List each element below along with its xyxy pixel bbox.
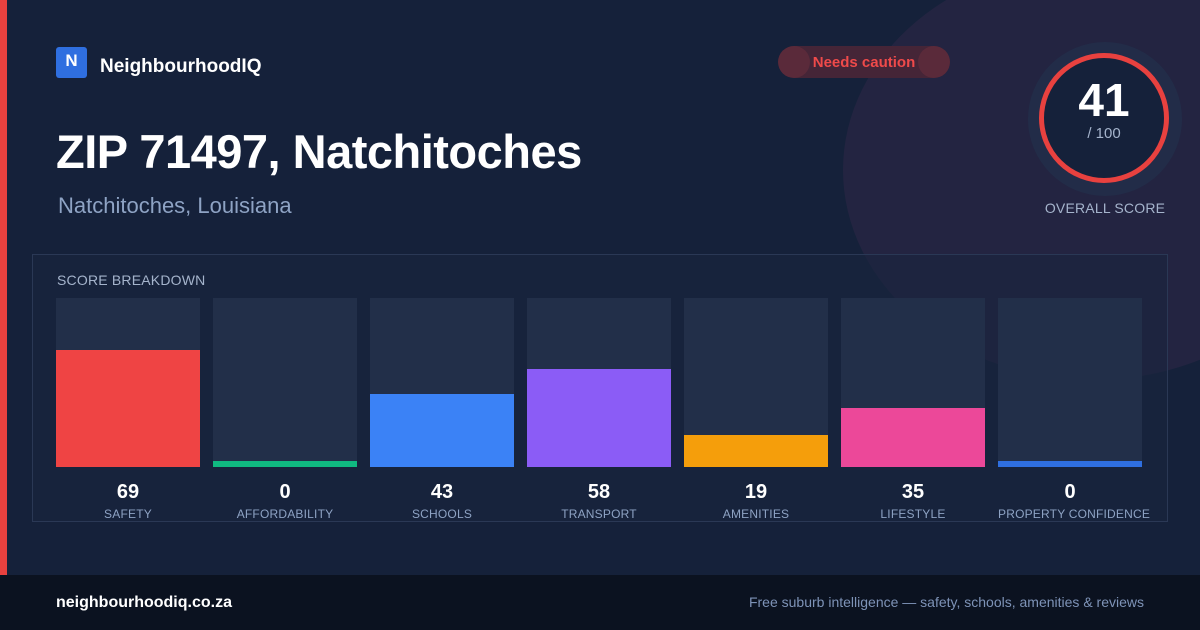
overall-score-max: / 100 bbox=[1087, 125, 1121, 142]
status-badge: Needs caution bbox=[778, 46, 950, 78]
score-bar-fill bbox=[527, 369, 671, 467]
score-bar-affordability: 0 AFFORDABILITY bbox=[213, 298, 357, 521]
score-bar-value: 0 bbox=[279, 481, 291, 503]
footer-tagline: Free suburb intelligence — safety, schoo… bbox=[748, 594, 1144, 610]
overall-score-label: OVERALL SCORE bbox=[1044, 200, 1166, 216]
score-bar-fill bbox=[370, 394, 514, 467]
score-bar-value: 58 bbox=[587, 481, 611, 503]
status-badge-label: Needs caution bbox=[812, 53, 916, 71]
score-bar-track bbox=[527, 298, 671, 467]
score-breakdown-panel: SCORE BREAKDOWN 69 SAFETY 0 AFFORDABILITY 43… bbox=[32, 254, 1168, 522]
score-bar-schools: 43 SCHOOLS bbox=[370, 298, 514, 521]
footer: neighbourhoodiq.co.za Free suburb intell… bbox=[0, 575, 1200, 630]
brand[interactable]: N NeighbourhoodIQ bbox=[56, 46, 261, 78]
score-bar-fill bbox=[213, 461, 357, 467]
score-bar-safety: 69 SAFETY bbox=[56, 298, 200, 521]
score-bar-value: 0 bbox=[1064, 481, 1076, 503]
score-bar-label: AFFORDABILITY bbox=[236, 507, 334, 521]
page-title: ZIP 71497, Natchitoches bbox=[56, 125, 582, 178]
score-bar-label: AMENITIES bbox=[722, 507, 790, 521]
score-bar-label: LIFESTYLE bbox=[880, 507, 946, 521]
score-bar-value: 19 bbox=[744, 481, 768, 503]
brand-name: NeighbourhoodIQ bbox=[100, 56, 262, 77]
page-subtitle: Natchitoches, Louisiana bbox=[58, 193, 292, 218]
overall-score-value: 41 bbox=[1078, 74, 1130, 126]
score-bar-label: PROPERTY CONFIDENCE bbox=[998, 507, 1151, 521]
overall-score-circle: 41 / 100 bbox=[1039, 53, 1169, 183]
score-bar-label: SCHOOLS bbox=[411, 507, 473, 521]
score-bar-track bbox=[998, 298, 1142, 467]
score-bar-amenities: 19 AMENITIES bbox=[684, 298, 828, 521]
score-bar-value: 69 bbox=[116, 481, 140, 503]
score-bar-property-confidence: 0 PROPERTY CONFIDENCE bbox=[998, 298, 1151, 521]
score-bar-track bbox=[684, 298, 828, 467]
score-breakdown-bars: 69 SAFETY 0 AFFORDABILITY 43 SCHOOLS 58 TRANSPO… bbox=[56, 298, 1151, 521]
overall-score-ring: 41 / 100 bbox=[1028, 42, 1182, 196]
score-bar-fill bbox=[684, 435, 828, 467]
score-bar-fill bbox=[998, 461, 1142, 467]
score-bar-track bbox=[841, 298, 985, 467]
score-bar-label: SAFETY bbox=[104, 507, 152, 521]
score-bar-label: TRANSPORT bbox=[561, 507, 637, 521]
score-bar-fill bbox=[56, 350, 200, 467]
score-bar-track bbox=[370, 298, 514, 467]
score-bar-transport: 58 TRANSPORT bbox=[527, 298, 671, 521]
score-bar-track bbox=[213, 298, 357, 467]
score-bar-lifestyle: 35 LIFESTYLE bbox=[841, 298, 985, 521]
brand-logo-icon: N bbox=[56, 46, 87, 78]
accent-bar bbox=[0, 0, 7, 575]
score-bar-value: 35 bbox=[901, 481, 925, 503]
score-bar-track bbox=[56, 298, 200, 467]
score-bar-value: 43 bbox=[430, 481, 454, 503]
score-breakdown-title: SCORE BREAKDOWN bbox=[57, 272, 206, 288]
score-bar-fill bbox=[841, 408, 985, 467]
footer-url[interactable]: neighbourhoodiq.co.za bbox=[56, 594, 232, 611]
